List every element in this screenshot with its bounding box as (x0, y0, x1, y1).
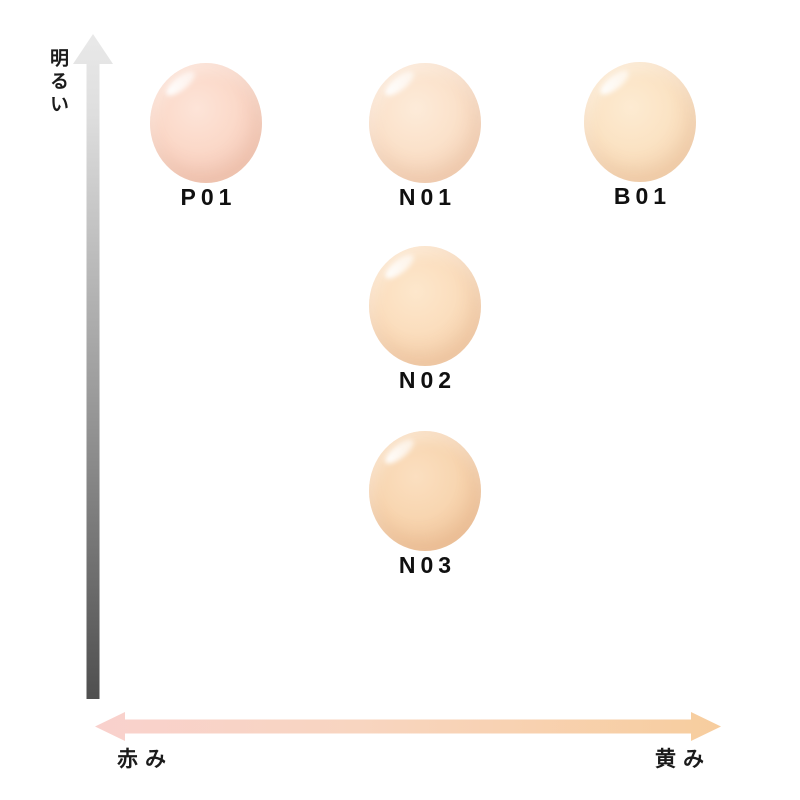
gloss-highlight-icon (596, 66, 633, 99)
shade-label-b01: B01 (613, 183, 672, 209)
shade-swatch-b01: B01 (584, 62, 696, 208)
x-axis-label-redness: 赤み (117, 748, 173, 771)
shade-label-n03: N03 (398, 552, 457, 578)
gloss-highlight-icon (381, 67, 418, 100)
brightness-axis-arrow-icon (73, 34, 113, 699)
x-axis-label-yellowness: 黄み (655, 748, 711, 771)
gloss-highlight-icon (381, 250, 418, 283)
shade-label-n01: N01 (398, 184, 457, 210)
shade-blob-p01 (150, 63, 262, 183)
shade-label-n02: N02 (398, 367, 457, 393)
shade-swatch-n03: N03 (369, 431, 481, 577)
y-axis-label-brightness: 明るい (47, 48, 68, 117)
shade-swatch-n01: N01 (369, 63, 481, 209)
gloss-highlight-icon (162, 67, 199, 100)
shade-label-p01: P01 (180, 184, 237, 210)
shade-swatch-p01: P01 (150, 63, 262, 209)
shade-swatch-n02: N02 (369, 246, 481, 392)
shade-blob-n02 (369, 246, 481, 366)
shade-blob-n03 (369, 431, 481, 551)
shade-blob-b01 (584, 62, 696, 182)
undertone-axis-arrow-icon (95, 712, 721, 741)
shade-blob-n01 (369, 63, 481, 183)
gloss-highlight-icon (381, 435, 418, 468)
